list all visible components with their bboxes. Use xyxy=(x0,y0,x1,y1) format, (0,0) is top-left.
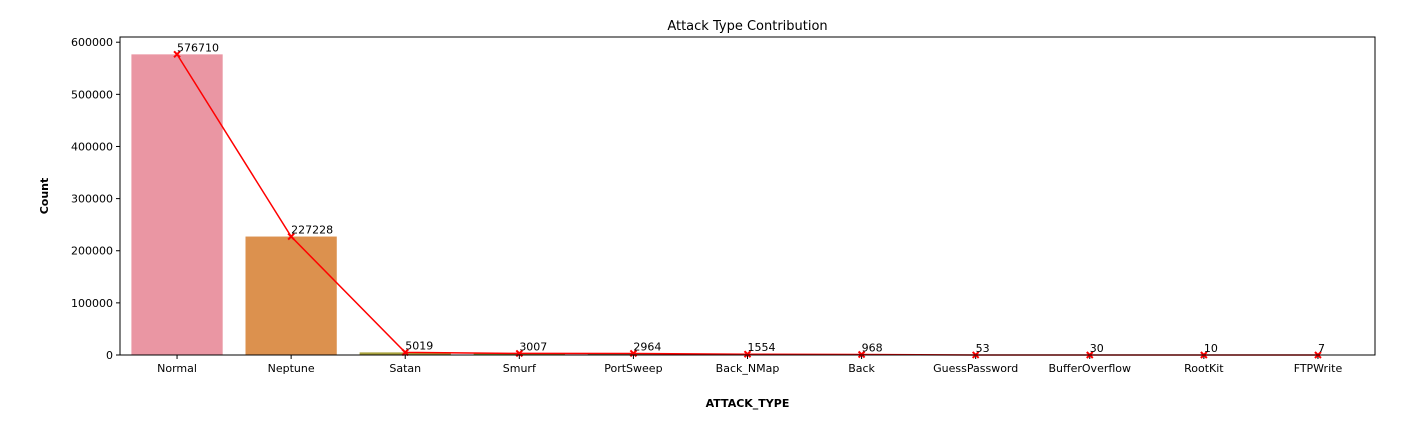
x-tick-label: PortSweep xyxy=(604,362,662,375)
x-tick-label: BufferOverflow xyxy=(1049,362,1132,375)
y-tick-label: 500000 xyxy=(71,88,113,101)
data-label: 968 xyxy=(862,341,883,354)
x-tick-label: Neptune xyxy=(268,362,315,375)
y-axis-label: Count xyxy=(38,178,51,215)
x-tick-label: FTPWrite xyxy=(1294,362,1343,375)
x-tick-label: Satan xyxy=(389,362,421,375)
data-label: 2964 xyxy=(633,340,661,353)
y-axis: 0 100000 200000 300000 400000 500000 600000 xyxy=(71,36,120,362)
data-label: 576710 xyxy=(177,41,219,54)
x-tick-label: GuessPassword xyxy=(933,362,1018,375)
data-label-group: 576710 227228 5019 3007 2964 1554 968 53 30 10 7 xyxy=(177,41,1325,355)
chart-title: Attack Type Contribution xyxy=(667,19,827,34)
data-label: 5019 xyxy=(405,339,433,352)
x-tick-label: Back_NMap xyxy=(716,362,780,375)
line-marker xyxy=(287,232,295,241)
x-tick-label: Smurf xyxy=(503,362,537,375)
y-tick-label: 200000 xyxy=(71,245,113,258)
data-label: 3007 xyxy=(519,340,547,353)
x-axis: Normal Neptune Satan Smurf PortSweep Back_NMa… xyxy=(157,355,1342,375)
data-label: 53 xyxy=(976,342,990,355)
data-label: 7 xyxy=(1318,342,1325,355)
data-label: 10 xyxy=(1204,342,1218,355)
overlay-trend-line xyxy=(176,53,1318,356)
line-marker xyxy=(743,350,752,358)
line-marker xyxy=(857,350,866,359)
x-tick-label: RootKit xyxy=(1184,362,1224,375)
bar-normal xyxy=(131,54,223,355)
bar-neptune xyxy=(245,236,337,355)
y-tick-label: 600000 xyxy=(71,36,113,49)
bar-group xyxy=(131,54,1364,355)
line-marker xyxy=(401,348,409,357)
line-marker xyxy=(173,50,181,59)
data-label: 30 xyxy=(1090,342,1104,355)
y-tick-label: 100000 xyxy=(71,297,113,310)
data-label: 227228 xyxy=(291,224,333,237)
y-tick-label: 400000 xyxy=(71,140,113,153)
x-tick-label: Normal xyxy=(157,362,197,375)
data-label: 1554 xyxy=(748,341,776,354)
plot-frame xyxy=(119,36,1376,356)
x-tick-label: Back xyxy=(848,362,875,375)
y-tick-label: 0 xyxy=(106,349,113,362)
overlay-marker-group xyxy=(173,50,1322,359)
x-axis-label: ATTACK_TYPE xyxy=(706,397,790,410)
y-tick-label: 300000 xyxy=(71,193,113,206)
